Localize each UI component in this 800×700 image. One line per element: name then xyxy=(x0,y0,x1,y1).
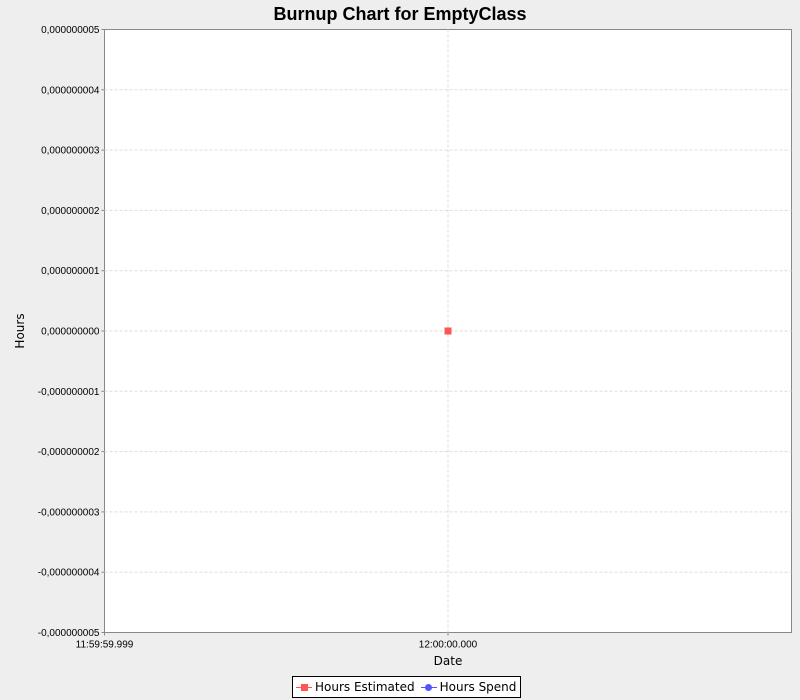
legend-label-hours-spend: Hours Spend xyxy=(439,680,517,694)
legend-marker-hours-estimated xyxy=(296,681,312,693)
y-tick-label: 0,000000005 xyxy=(41,25,100,36)
x-tick-label: 11:59:59.999 xyxy=(76,640,134,651)
y-tick-label: 0,000000004 xyxy=(41,85,100,96)
y-tick-label: -0,000000004 xyxy=(38,568,100,579)
x-axis-ticks: 11:59:59.999 12:00:00.000 xyxy=(76,632,478,651)
legend-label-hours-estimated: Hours Estimated xyxy=(315,680,415,694)
y-tick-label: 0,000000001 xyxy=(41,266,100,277)
y-tick-label: -0,000000002 xyxy=(38,447,100,458)
chart-title: Burnup Chart for EmptyClass xyxy=(273,4,526,24)
legend-marker-hours-spend xyxy=(420,681,437,693)
chart-legend: Hours Estimated Hours Spend xyxy=(292,676,522,698)
data-point-hours-estimated xyxy=(444,327,452,335)
y-tick-label: -0,000000005 xyxy=(38,628,100,639)
y-tick-label: 0,000000002 xyxy=(41,206,100,217)
y-tick-label: 0,000000000 xyxy=(41,327,100,338)
legend-item-hours-estimated: Hours Estimated xyxy=(296,680,415,694)
y-axis-ticks: 0,000000005 0,000000004 0,000000003 0,00000… xyxy=(38,25,105,639)
x-tick-label: 12:00:00.000 xyxy=(419,640,478,651)
y-tick-label: -0,000000003 xyxy=(38,507,100,518)
series-layer xyxy=(444,327,452,335)
y-tick-label: 0,000000003 xyxy=(41,146,100,157)
grid-lines xyxy=(104,29,792,633)
y-tick-label: -0,000000001 xyxy=(38,387,100,398)
y-axis-label: Hours xyxy=(13,313,27,348)
x-axis-label: Date xyxy=(434,654,463,668)
legend-item-hours-spend: Hours Spend xyxy=(420,680,517,694)
